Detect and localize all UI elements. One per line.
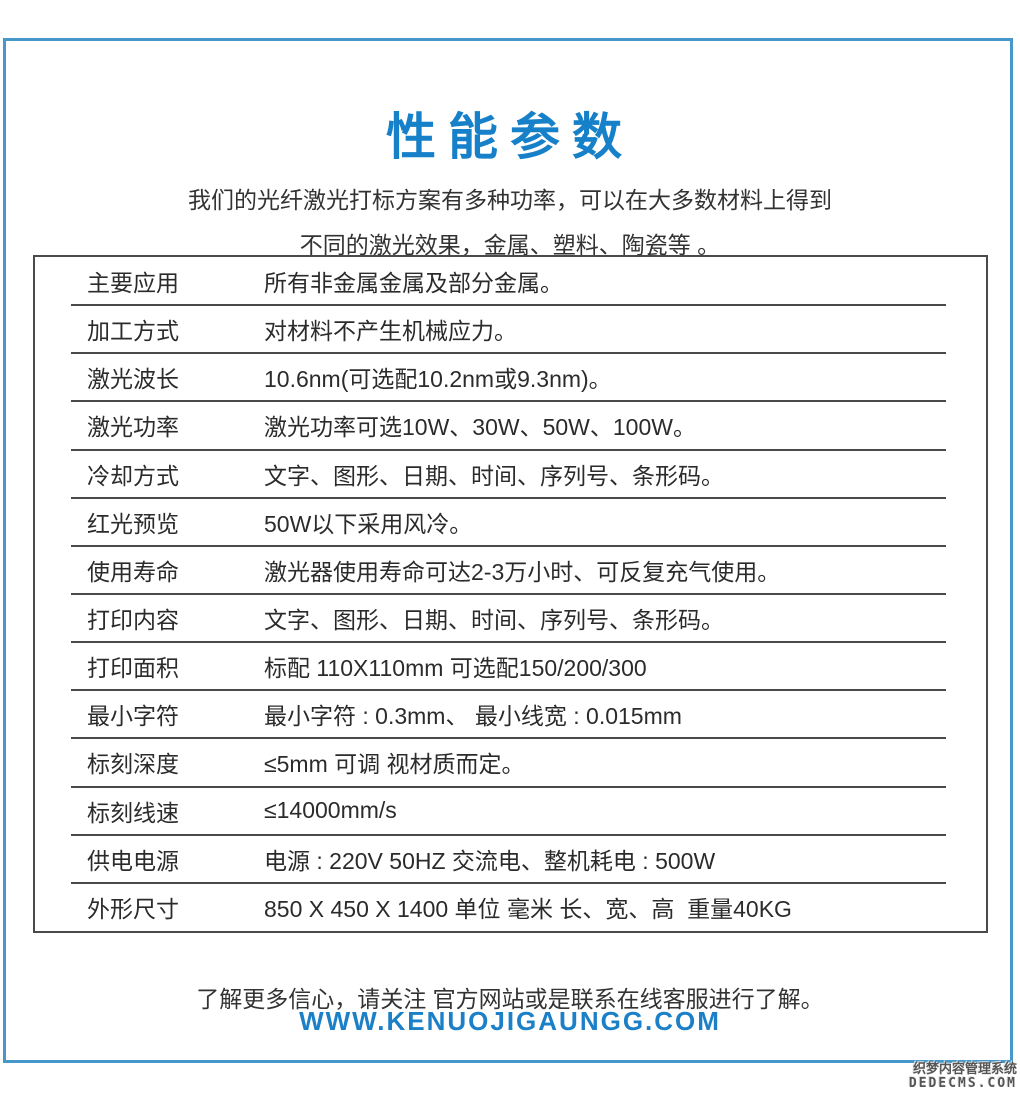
table-row: 激光波长 10.6nm(可选配10.2nm或9.3nm)。 xyxy=(35,352,986,401)
spec-value: 激光功率可选10W、30W、50W、100W。 xyxy=(264,414,696,441)
table-row: 外形尺寸 850 X 450 X 1400 单位 毫米 长、宽、高 重量40KG xyxy=(35,881,986,931)
table-row: 加工方式 对材料不产生机械应力。 xyxy=(35,304,986,353)
spec-label: 加工方式 xyxy=(87,318,179,345)
spec-value: 文字、图形、日期、时间、序列号、条形码。 xyxy=(264,462,724,489)
spec-value: 10.6nm(可选配10.2nm或9.3nm)。 xyxy=(264,366,612,393)
spec-label: 外形尺寸 xyxy=(87,895,179,922)
spec-label: 冷却方式 xyxy=(87,462,179,489)
spec-label: 标刻深度 xyxy=(87,751,179,778)
spec-value: ≤5mm 可调 视材质而定。 xyxy=(264,751,525,778)
intro-text-line-1: 我们的光纤激光打标方案有多种功率，可以在大多数材料上得到 xyxy=(188,187,832,213)
spec-value: 50W以下采用风冷。 xyxy=(264,510,473,537)
spec-label: 最小字符 xyxy=(87,703,179,730)
spec-label: 供电电源 xyxy=(87,847,179,874)
cms-watermark-domain: DEDECMS.COM xyxy=(908,1076,1017,1091)
intro-text-line-2: 不同的激光效果，金属、塑料、陶瓷等 。 xyxy=(299,232,721,258)
spec-label: 主要应用 xyxy=(87,270,179,297)
page-title: 性能参数 xyxy=(386,108,634,165)
table-row: 红光预览 50W以下采用风冷。 xyxy=(35,496,986,546)
table-row: 标刻线速 ≤14000mm/s xyxy=(35,785,986,835)
table-row: 主要应用 所有非金属金属及部分金属。 xyxy=(35,257,986,305)
table-row: 打印面积 标配 110X110mm 可选配150/200/300 xyxy=(35,641,986,690)
table-row: 最小字符 最小字符 : 0.3mm、 最小线宽 : 0.015mm xyxy=(35,689,986,738)
spec-value: 850 X 450 X 1400 单位 毫米 长、宽、高 重量40KG xyxy=(264,895,792,922)
spec-label: 激光功率 xyxy=(87,414,179,441)
spec-table: 主要应用 所有非金属金属及部分金属。 加工方式 对材料不产生机械应力。 激光波长… xyxy=(33,255,988,933)
spec-label: 激光波长 xyxy=(87,366,179,393)
spec-value: ≤14000mm/s xyxy=(264,797,397,824)
spec-value: 最小字符 : 0.3mm、 最小线宽 : 0.015mm xyxy=(264,703,682,730)
table-row: 打印内容 文字、图形、日期、时间、序列号、条形码。 xyxy=(35,592,986,642)
footer-note: 了解更多信心，请关注 官方网站或是联系在线客服进行了解。 xyxy=(196,986,824,1012)
website-url: WWW.KENUOJIGAUNGG.COM xyxy=(299,1006,721,1036)
spec-label: 标刻线速 xyxy=(87,799,179,826)
spec-value: 对材料不产生机械应力。 xyxy=(264,318,517,345)
table-row: 激光功率 激光功率可选10W、30W、50W、100W。 xyxy=(35,400,986,449)
table-row: 使用寿命 激光器使用寿命可达2-3万小时、可反复充气使用。 xyxy=(35,544,986,594)
spec-value: 标配 110X110mm 可选配150/200/300 xyxy=(264,655,647,682)
spec-value: 文字、图形、日期、时间、序列号、条形码。 xyxy=(264,607,724,634)
table-row: 标刻深度 ≤5mm 可调 视材质而定。 xyxy=(35,737,986,786)
table-row: 供电电源 电源 : 220V 50HZ 交流电、整机耗电 : 500W xyxy=(35,833,986,883)
spec-label: 打印内容 xyxy=(87,607,179,634)
cms-watermark: 织梦内容管理系统 DEDECMS.COM xyxy=(837,1061,1017,1091)
spec-value: 电源 : 220V 50HZ 交流电、整机耗电 : 500W xyxy=(264,847,716,874)
spec-label: 红光预览 xyxy=(87,510,179,537)
spec-value: 激光器使用寿命可达2-3万小时、可反复充气使用。 xyxy=(264,558,781,585)
cms-watermark-chinese: 织梦内容管理系统 xyxy=(912,1061,1017,1076)
spec-value: 所有非金属金属及部分金属。 xyxy=(264,270,563,297)
spec-label: 使用寿命 xyxy=(87,558,179,585)
spec-label: 打印面积 xyxy=(87,655,179,682)
table-row: 冷却方式 文字、图形、日期、时间、序列号、条形码。 xyxy=(35,448,986,498)
